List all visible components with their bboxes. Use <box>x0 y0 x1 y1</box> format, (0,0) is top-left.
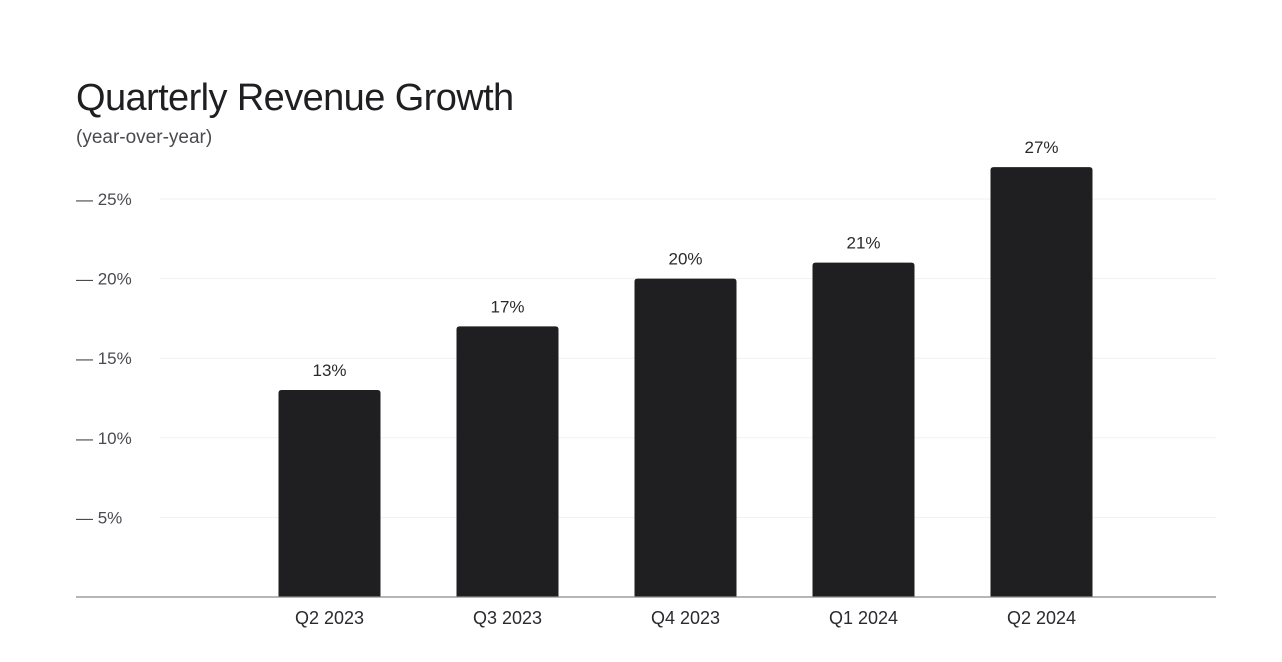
bar-value-label: 13% <box>312 361 346 380</box>
x-category-label: Q1 2024 <box>829 608 898 628</box>
chart-subtitle: (year-over-year) <box>76 127 213 148</box>
bar <box>812 262 915 597</box>
y-tick-label: — 25% <box>76 190 132 209</box>
bar <box>278 390 381 597</box>
bar-value-label: 21% <box>846 234 880 253</box>
x-axis-labels: Q2 2023 Q3 2023 Q4 2023 Q1 2024 Q2 2024 <box>295 608 1076 628</box>
y-tick-label: — 10% <box>76 429 132 448</box>
bar <box>634 278 737 597</box>
bars <box>278 167 1093 597</box>
y-tick-label: — 15% <box>76 349 132 368</box>
x-category-label: Q3 2023 <box>473 608 542 628</box>
chart-title: Quarterly Revenue Growth <box>76 77 514 119</box>
data-labels: 13% 17% 20% 21% 27% <box>312 138 1058 380</box>
x-category-label: Q2 2024 <box>1007 608 1076 628</box>
bar-value-label: 20% <box>668 250 702 269</box>
bar-value-label: 27% <box>1024 138 1058 157</box>
x-category-label: Q4 2023 <box>651 608 720 628</box>
bar <box>456 326 559 597</box>
bar <box>990 167 1093 597</box>
y-tick-label: — 5% <box>76 508 122 527</box>
y-tick-label: — 20% <box>76 270 132 289</box>
bar-value-label: 17% <box>490 297 524 316</box>
y-axis-ticks: — 5% — 10% — 15% — 20% — 25% <box>76 190 132 527</box>
x-category-label: Q2 2023 <box>295 608 364 628</box>
